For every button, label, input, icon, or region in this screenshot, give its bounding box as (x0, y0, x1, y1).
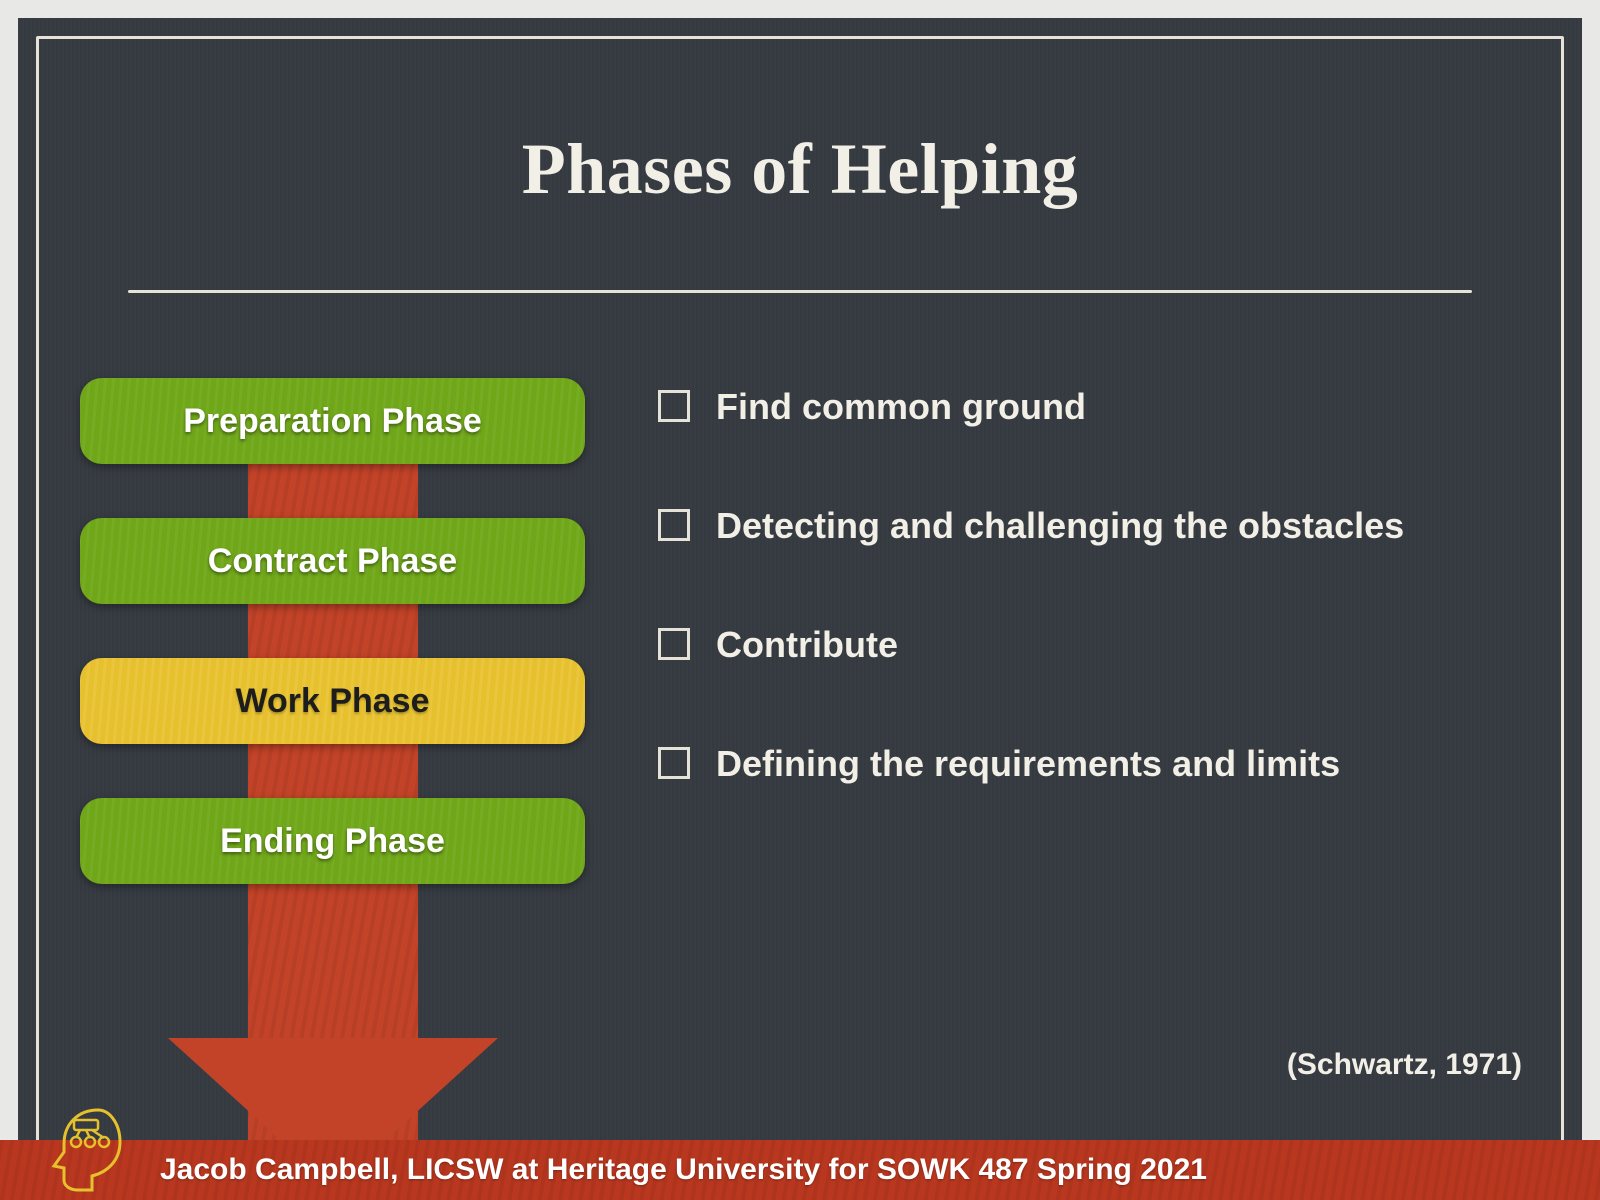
head-thinking-icon (28, 1098, 138, 1194)
checklist-item: Find common ground (658, 384, 1522, 429)
citation: (Schwartz, 1971) (1287, 1048, 1522, 1082)
phase-label: Ending Phase (220, 822, 445, 861)
horizontal-rule (128, 290, 1472, 293)
checklist-item: Defining the requirements and limits (658, 741, 1522, 786)
checklist-item: Detecting and challenging the obstacles (658, 503, 1522, 548)
phase-label: Work Phase (235, 682, 429, 721)
checklist-text: Defining the requirements and limits (716, 741, 1340, 786)
slide-frame: Phases of Helping Preparation Phase Contr… (18, 18, 1582, 1182)
checklist-text: Detecting and challenging the obstacles (716, 503, 1404, 548)
checklist-text: Find common ground (716, 384, 1086, 429)
phase-box-0: Preparation Phase (80, 378, 585, 464)
checklist-item: Contribute (658, 622, 1522, 667)
checklist: Find common ground Detecting and challeng… (658, 384, 1522, 860)
phase-box-3: Ending Phase (80, 798, 585, 884)
phase-box-1: Contract Phase (80, 518, 585, 604)
phase-label: Contract Phase (208, 542, 457, 581)
checkbox-icon (658, 509, 690, 541)
checkbox-icon (658, 628, 690, 660)
checkbox-icon (658, 390, 690, 422)
footer-text: Jacob Campbell, LICSW at Heritage Univer… (0, 1153, 1207, 1187)
phase-box-2: Work Phase (80, 658, 585, 744)
phase-label: Preparation Phase (183, 402, 482, 441)
checkbox-icon (658, 747, 690, 779)
checklist-text: Contribute (716, 622, 898, 667)
footer-bar: Jacob Campbell, LICSW at Heritage Univer… (0, 1140, 1600, 1200)
slide-title: Phases of Helping (18, 128, 1582, 211)
